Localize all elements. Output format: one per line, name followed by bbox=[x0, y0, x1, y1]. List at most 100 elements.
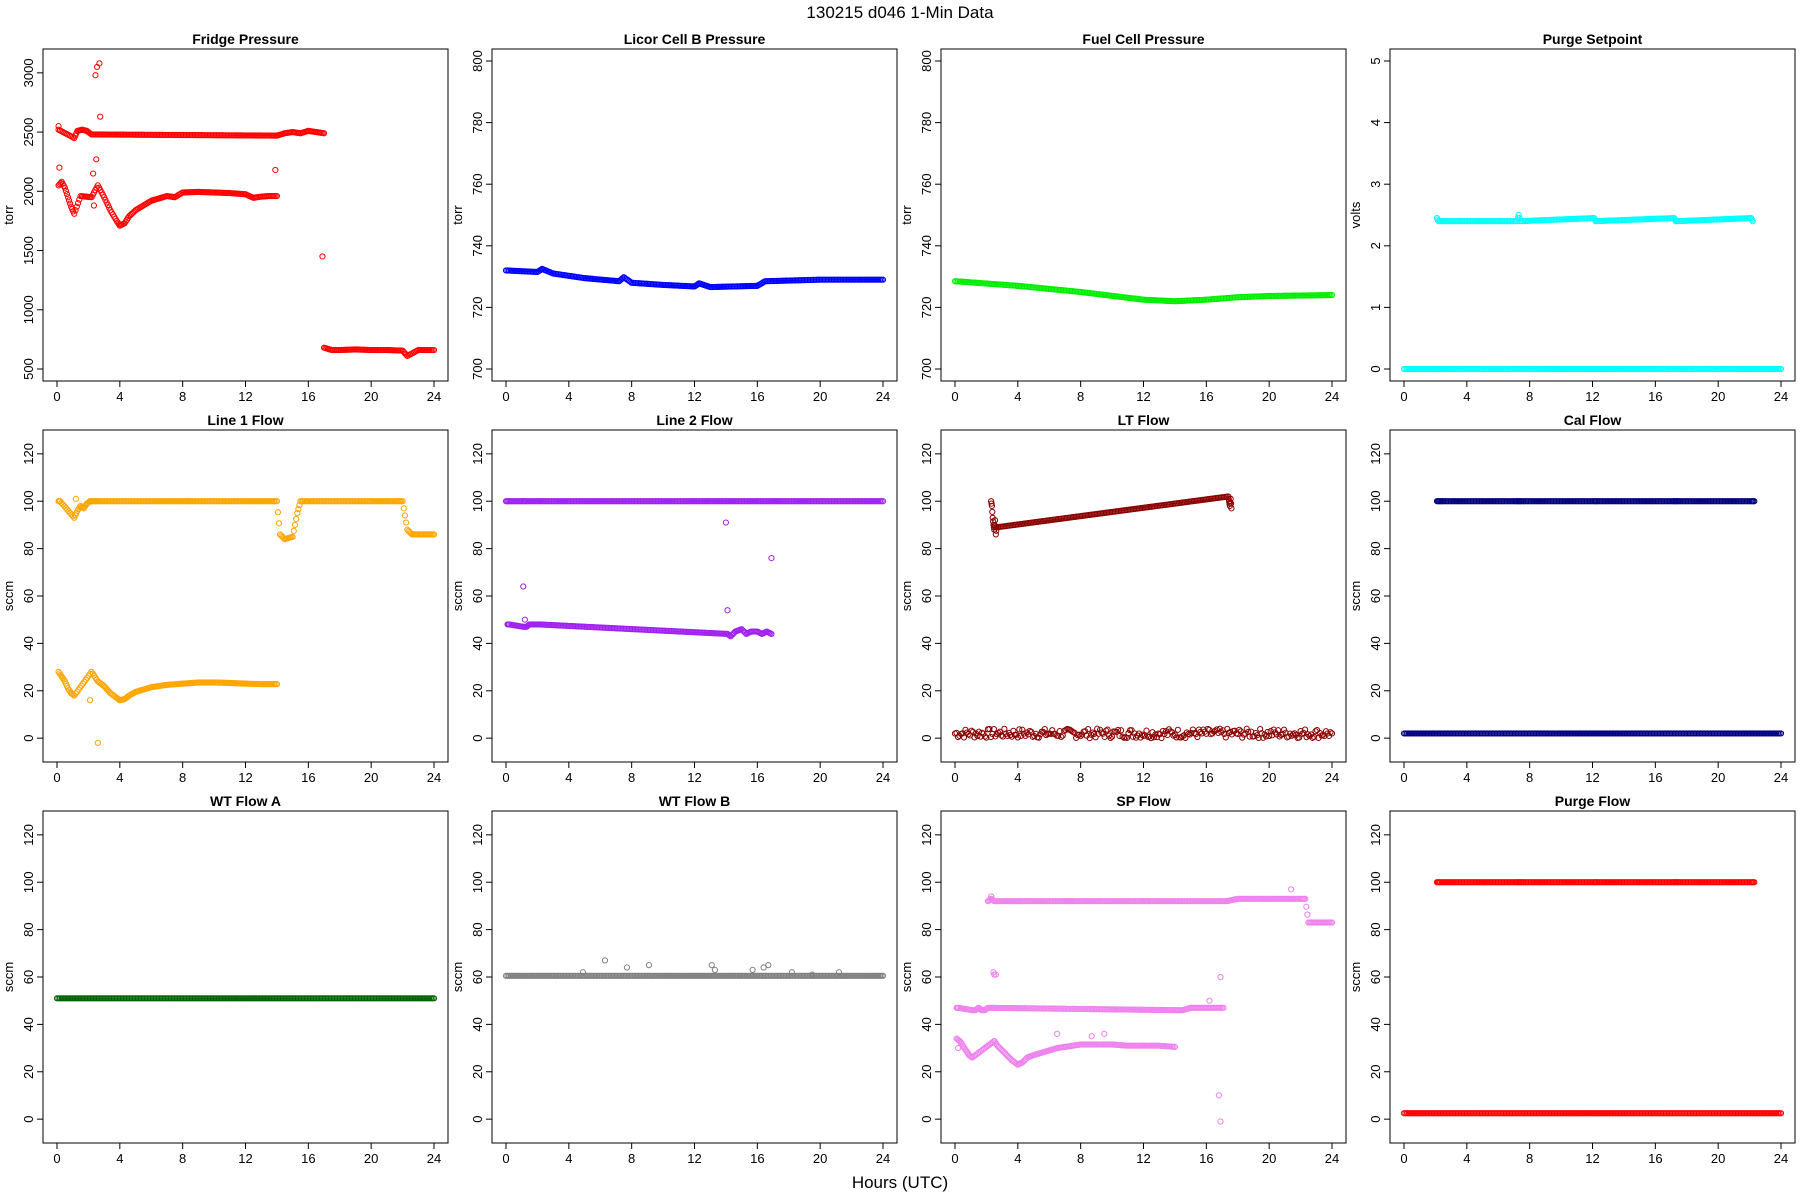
data-point bbox=[1328, 291, 1336, 299]
data-point bbox=[275, 520, 283, 527]
x-tick-label: 16 bbox=[301, 389, 315, 404]
panel-title: Line 2 Flow bbox=[656, 412, 732, 428]
y-tick-label: 80 bbox=[919, 922, 934, 936]
data-point bbox=[1304, 911, 1311, 918]
data-point bbox=[96, 60, 103, 67]
data-point bbox=[1049, 727, 1056, 734]
y-tick-label: 2 bbox=[1368, 242, 1383, 249]
points bbox=[951, 493, 1336, 742]
y-tick-label: 100 bbox=[919, 490, 934, 512]
data-point bbox=[66, 200, 74, 207]
x-tick-label: 20 bbox=[1262, 770, 1276, 785]
y-tick-label: 80 bbox=[470, 541, 485, 555]
y-tick-label: 100 bbox=[919, 871, 934, 893]
y-tick-label: 20 bbox=[1368, 684, 1383, 698]
y-tick-label: 120 bbox=[21, 443, 36, 465]
data-point bbox=[1056, 728, 1063, 735]
y-tick-label: 780 bbox=[919, 112, 934, 134]
x-tick-label: 8 bbox=[179, 770, 186, 785]
data-point bbox=[969, 728, 977, 736]
x-tick-label: 4 bbox=[1463, 770, 1470, 785]
y-tick-label: 20 bbox=[470, 684, 485, 698]
data-point bbox=[1198, 730, 1205, 737]
y-tick-label: 60 bbox=[1368, 589, 1383, 603]
data-point bbox=[601, 957, 609, 964]
panel-title: Cal Flow bbox=[1564, 412, 1622, 428]
x-tick-label: 0 bbox=[951, 389, 958, 404]
data-point bbox=[273, 681, 281, 688]
panel-title: Fuel Cell Pressure bbox=[1082, 31, 1204, 47]
x-tick-label: 16 bbox=[1199, 389, 1213, 404]
x-tick-label: 4 bbox=[1014, 1151, 1021, 1166]
x-tick-label: 20 bbox=[1262, 389, 1276, 404]
data-point bbox=[623, 964, 631, 971]
y-tick-label: 60 bbox=[470, 589, 485, 603]
y-tick-label: 60 bbox=[919, 589, 934, 603]
data-point bbox=[1102, 727, 1110, 734]
data-point bbox=[93, 156, 100, 163]
x-tick-label: 8 bbox=[179, 389, 186, 404]
data-point bbox=[1206, 997, 1213, 1004]
x-tick-label: 12 bbox=[687, 1151, 701, 1166]
data-point bbox=[1275, 727, 1282, 734]
x-tick-label: 24 bbox=[876, 770, 890, 785]
x-tick-label: 12 bbox=[1585, 770, 1599, 785]
data-point bbox=[1158, 734, 1165, 742]
data-point bbox=[74, 200, 82, 207]
x-tick-label: 24 bbox=[1774, 770, 1788, 785]
panel-title: Purge Flow bbox=[1555, 793, 1631, 809]
data-point bbox=[1035, 734, 1042, 741]
data-point bbox=[1328, 730, 1336, 737]
data-point bbox=[645, 962, 653, 969]
x-tick-label: 16 bbox=[301, 1151, 315, 1166]
data-point bbox=[1032, 730, 1039, 737]
x-tick-label: 20 bbox=[813, 770, 827, 785]
plot-frame bbox=[491, 429, 898, 763]
data-point bbox=[92, 72, 99, 79]
y-tick-label: 0 bbox=[21, 735, 36, 742]
y-tick-label: 60 bbox=[470, 970, 485, 984]
x-tick-label: 8 bbox=[1077, 770, 1084, 785]
y-tick-label: 0 bbox=[470, 735, 485, 742]
y-tick-label: 1000 bbox=[21, 295, 36, 324]
data-point bbox=[724, 607, 731, 614]
panel-title: LT Flow bbox=[1118, 412, 1170, 428]
data-point bbox=[87, 130, 94, 137]
data-point bbox=[988, 500, 995, 507]
x-tick-label: 16 bbox=[1199, 1151, 1213, 1166]
data-point bbox=[272, 166, 279, 174]
y-tick-label: 0 bbox=[919, 1116, 934, 1123]
data-point bbox=[1216, 725, 1223, 732]
data-point bbox=[69, 513, 76, 520]
y-tick-label: 80 bbox=[470, 922, 485, 936]
panel-title: WT Flow A bbox=[210, 793, 281, 809]
plot-frame bbox=[1389, 810, 1796, 1144]
data-point bbox=[1047, 730, 1054, 738]
data-point bbox=[1138, 731, 1146, 738]
data-point bbox=[1147, 735, 1155, 742]
panel-title: Fridge Pressure bbox=[192, 31, 299, 47]
data-point bbox=[1062, 726, 1069, 734]
x-tick-label: 24 bbox=[1774, 1151, 1788, 1166]
data-point bbox=[1179, 733, 1186, 740]
data-point bbox=[768, 554, 775, 562]
y-tick-label: 120 bbox=[919, 824, 934, 846]
y-tick-label: 60 bbox=[1368, 970, 1383, 984]
data-point bbox=[94, 739, 101, 746]
data-point bbox=[1260, 734, 1267, 741]
data-point bbox=[971, 734, 978, 741]
data-point bbox=[627, 278, 634, 285]
data-point bbox=[955, 1044, 962, 1052]
y-tick-label: 120 bbox=[1368, 824, 1383, 846]
y-axis-label: sccm bbox=[1348, 962, 1363, 992]
data-point bbox=[992, 531, 999, 538]
data-point bbox=[1270, 726, 1277, 733]
y-tick-label: 4 bbox=[1368, 119, 1383, 126]
points bbox=[502, 265, 887, 291]
points bbox=[1400, 498, 1785, 737]
x-tick-label: 8 bbox=[1526, 770, 1533, 785]
data-point bbox=[1217, 973, 1224, 981]
x-tick-label: 20 bbox=[1711, 389, 1725, 404]
